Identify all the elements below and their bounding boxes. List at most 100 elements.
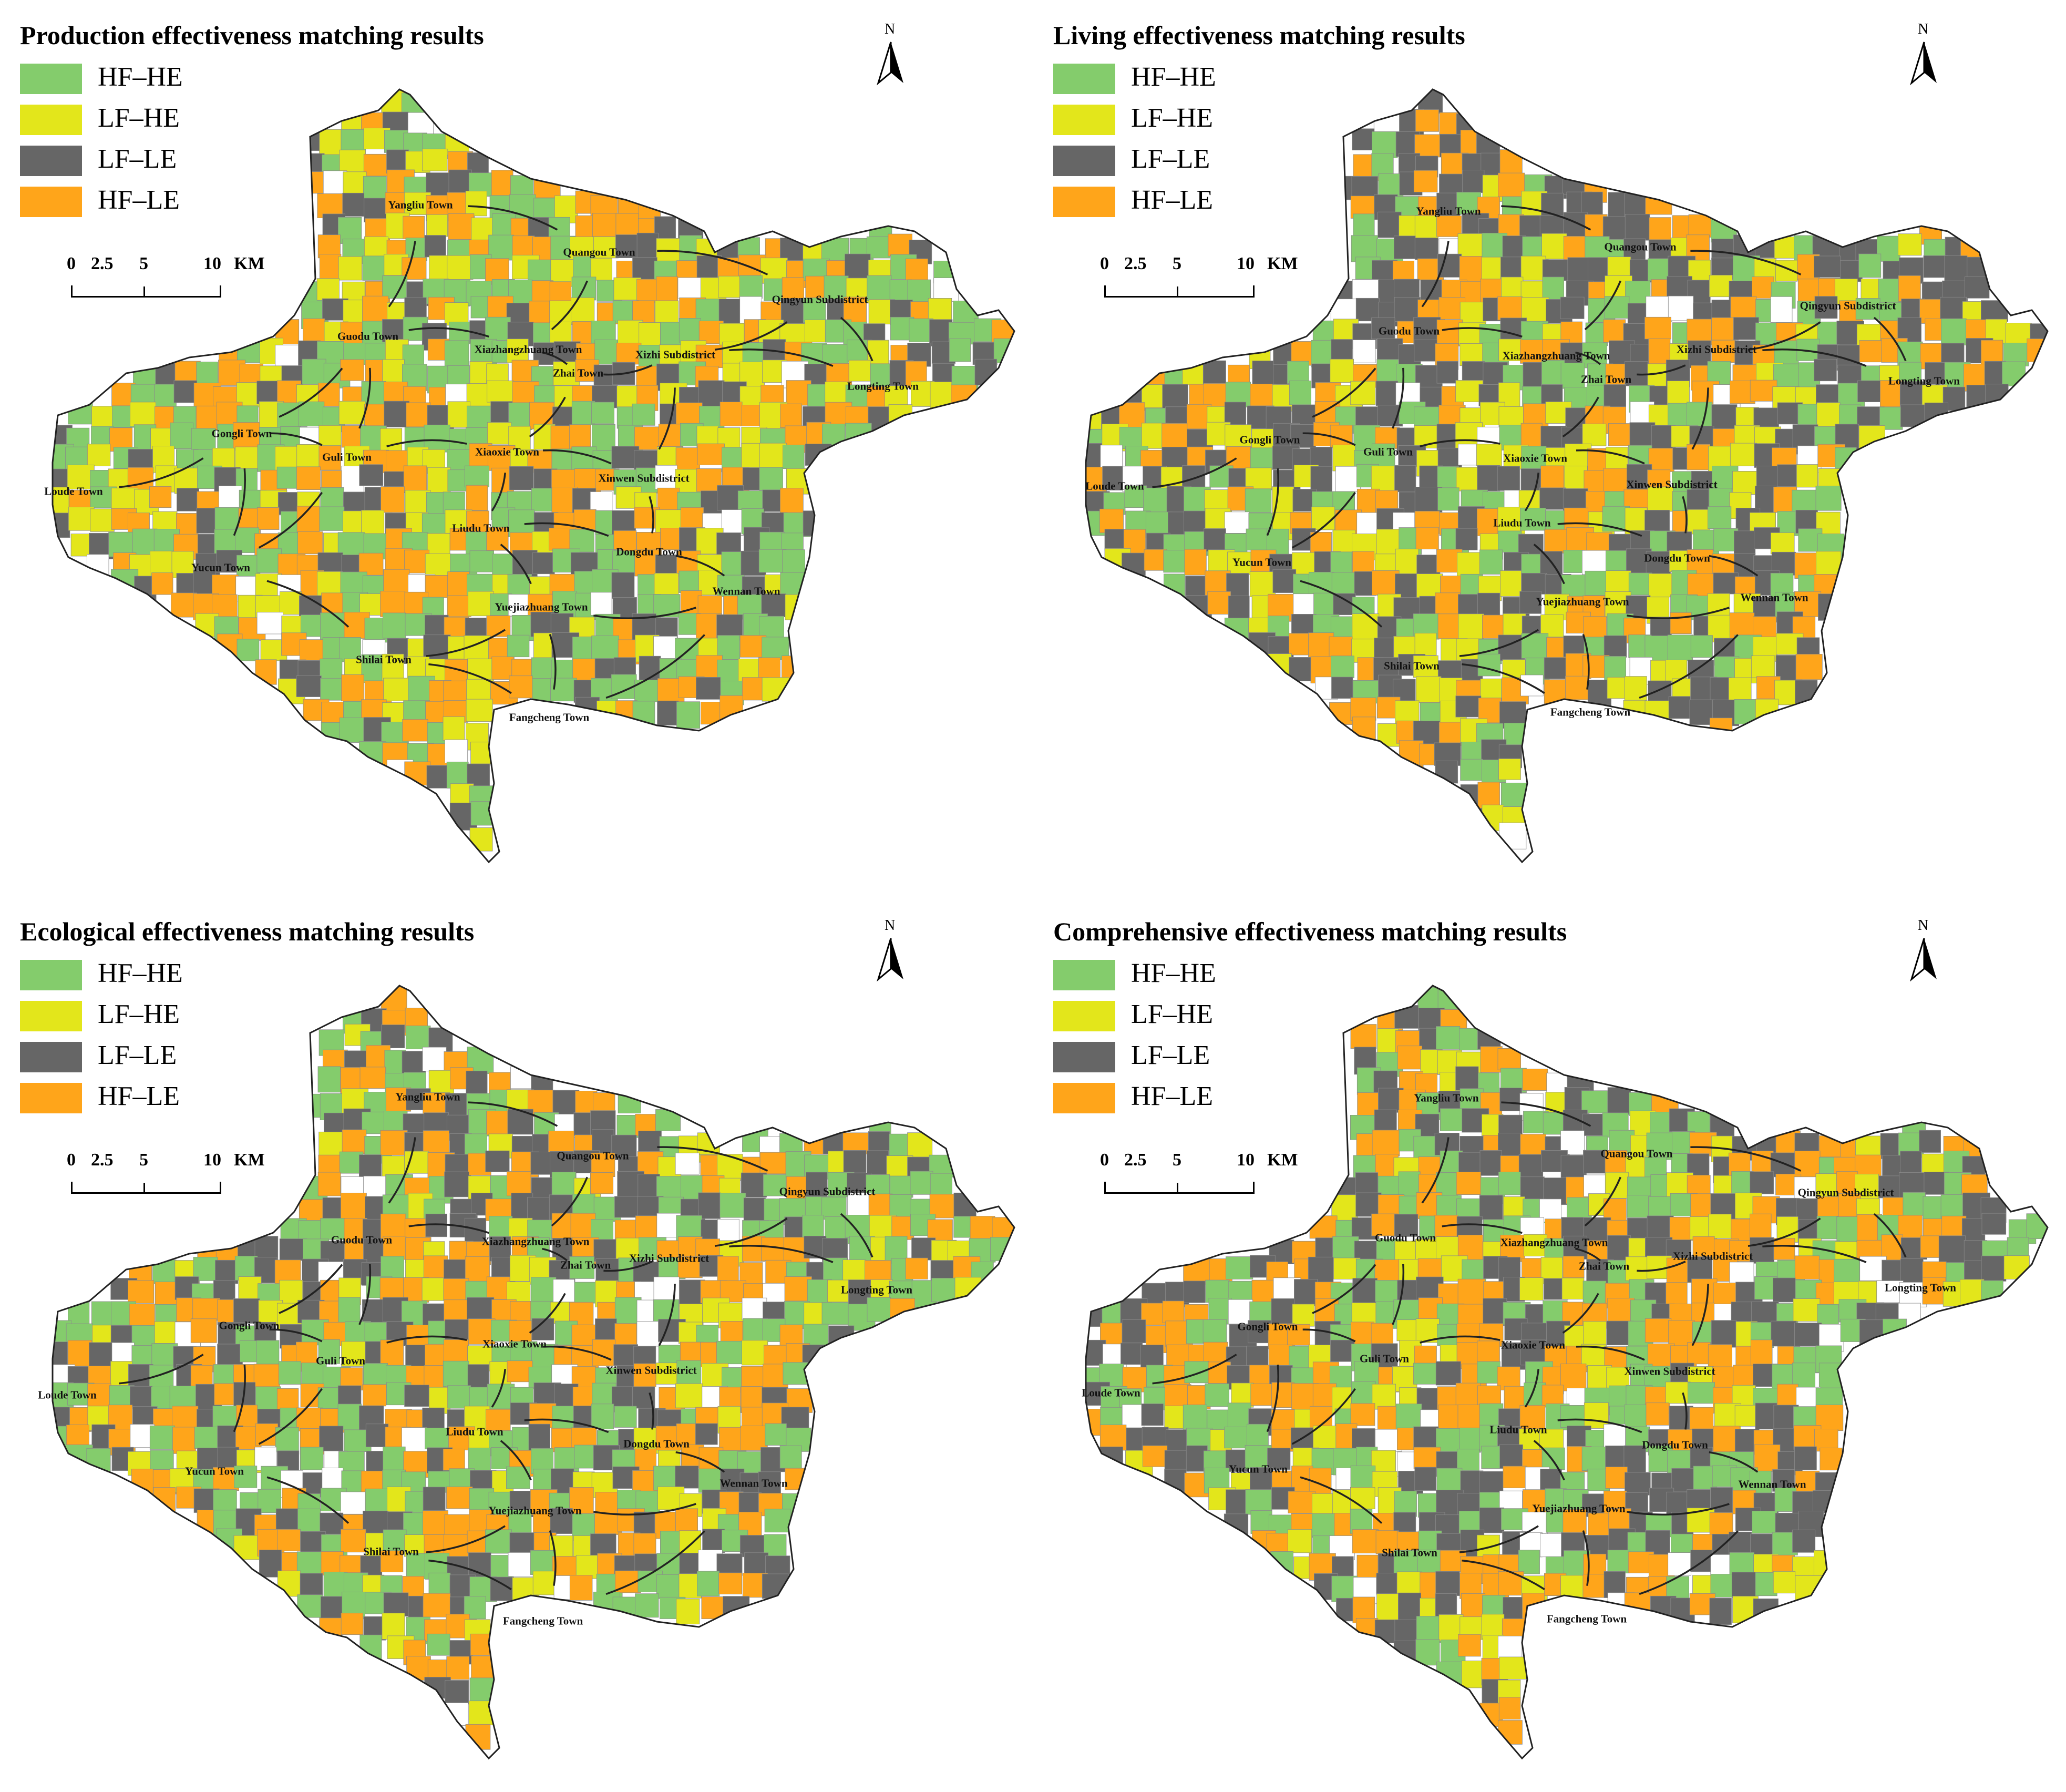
village-cell — [1520, 340, 1546, 364]
town-boundary — [491, 473, 506, 511]
village-cell — [1883, 1318, 1907, 1345]
village-cell — [569, 424, 591, 450]
village-cell — [739, 275, 763, 299]
village-cell — [1606, 447, 1628, 472]
village-cell — [1245, 467, 1272, 490]
village-cell — [1903, 1192, 1926, 1216]
village-cell — [1481, 1446, 1503, 1469]
village-cell — [719, 402, 743, 426]
town-label: Xizhi Subdistrict — [1672, 1250, 1753, 1263]
village-cell — [1581, 191, 1603, 216]
village-cell — [422, 1047, 447, 1071]
village-cell — [1394, 1619, 1417, 1642]
village-cell — [1374, 1109, 1397, 1132]
village-cell — [427, 467, 451, 494]
village-cell — [1202, 1319, 1227, 1344]
village-cell — [1792, 489, 1818, 514]
village-cell — [194, 1427, 220, 1449]
village-cell — [320, 612, 345, 641]
village-cell — [1752, 1511, 1777, 1534]
village-cell — [1629, 422, 1656, 447]
village-cell — [1503, 1466, 1527, 1488]
village-cell — [675, 1466, 699, 1489]
village-cell — [1499, 1088, 1522, 1111]
village-cell — [1500, 570, 1522, 597]
village-cell — [759, 443, 787, 468]
town-label: Dongdu Town — [623, 1437, 690, 1450]
village-cell — [149, 486, 172, 508]
village-cell — [635, 1593, 659, 1618]
village-cell — [466, 1070, 488, 1097]
village-cell — [338, 401, 366, 425]
town-label: Xiaoxie Town — [482, 1337, 547, 1350]
town-label: Yuejiazhuang Town — [1536, 595, 1629, 608]
village-cell — [237, 639, 260, 661]
scale-tick-label: 0 — [67, 1150, 76, 1170]
village-cell — [316, 278, 340, 301]
village-cell — [1204, 528, 1226, 552]
town-label: Liudu Town — [452, 521, 510, 535]
village-cell — [1985, 384, 2009, 410]
village-cell — [1857, 380, 1884, 402]
legend-label: HF–LE — [1131, 185, 1213, 215]
village-cell — [1353, 213, 1375, 237]
town-boundary — [649, 496, 654, 534]
village-cell — [656, 1574, 680, 1599]
village-cell — [1289, 381, 1311, 405]
town-label: Loude Town — [38, 1388, 97, 1401]
village-cell — [761, 593, 787, 617]
village-cell — [407, 112, 434, 136]
village-cell — [1880, 380, 1904, 407]
village-cell — [1518, 1550, 1540, 1574]
village-cell — [1581, 1090, 1608, 1113]
town-boundary — [840, 316, 873, 362]
village-cell — [1331, 677, 1353, 699]
village-cell — [129, 1386, 153, 1409]
village-cell — [404, 1385, 429, 1407]
village-cell — [1143, 487, 1170, 515]
village-cell — [571, 297, 595, 325]
scale-tick-label: 10 — [203, 1150, 221, 1170]
village-cell — [173, 380, 198, 403]
village-cell — [717, 1218, 739, 1243]
village-cell — [296, 675, 322, 697]
village-cell — [1814, 359, 1837, 382]
village-cell — [192, 1298, 221, 1321]
village-cell — [1331, 656, 1354, 679]
panel-title: Living effectiveness matching results — [1053, 21, 1465, 50]
village-cell — [848, 360, 871, 382]
town-label: Zhai Town — [552, 366, 604, 380]
village-cell — [821, 238, 849, 264]
village-cell — [1731, 1572, 1756, 1598]
village-cell — [1414, 633, 1437, 656]
village-cell — [1122, 1319, 1146, 1343]
village-cell — [363, 1363, 388, 1387]
village-cell — [1795, 654, 1823, 680]
village-cell — [447, 571, 470, 599]
scale-tick-label: 0 — [1100, 1150, 1109, 1170]
village-cell — [1688, 1382, 1715, 1404]
village-cell — [1476, 444, 1502, 466]
scale-line — [71, 285, 221, 298]
village-cell — [275, 344, 303, 368]
village-cell — [1352, 128, 1375, 151]
town-label: Longting Town — [1888, 374, 1960, 387]
village-cell — [1604, 384, 1627, 408]
village-cell — [507, 634, 530, 658]
village-cell — [297, 531, 323, 554]
village-cell — [1141, 384, 1165, 408]
village-cell — [590, 592, 612, 616]
town-label: Yucun Town — [1232, 556, 1291, 569]
village-cell — [1607, 1087, 1631, 1115]
village-cell — [1774, 340, 1799, 364]
village-cell — [1435, 1361, 1461, 1386]
scale-mid-tick — [143, 286, 145, 297]
legend-label: LF–HE — [98, 103, 180, 133]
village-cell — [359, 1154, 382, 1178]
scale-tick-label: 10 — [203, 254, 221, 273]
village-cell — [383, 569, 410, 595]
village-cell — [491, 170, 513, 198]
village-cell — [614, 1196, 640, 1218]
village-cell — [1796, 1198, 1819, 1220]
village-cell — [279, 1361, 301, 1385]
